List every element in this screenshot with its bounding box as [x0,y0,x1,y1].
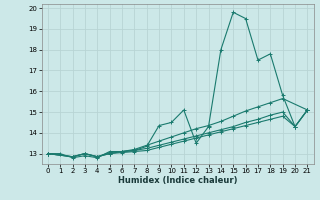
X-axis label: Humidex (Indice chaleur): Humidex (Indice chaleur) [118,176,237,185]
